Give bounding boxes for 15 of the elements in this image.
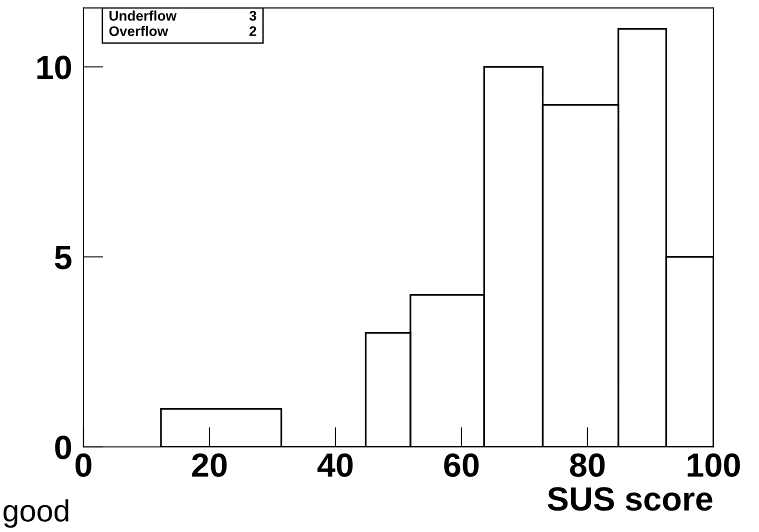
- annotation: 2: [249, 26, 256, 36]
- x-tick-label: 0: [76, 453, 92, 477]
- x-tick-label: 20: [192, 453, 227, 477]
- x-tick-label: 80: [570, 453, 605, 477]
- x-tick-label: 60: [444, 453, 479, 477]
- y-tick-label: 5: [54, 246, 72, 270]
- x-tick-label: 40: [317, 453, 353, 477]
- annotation: Underflow: [110, 10, 177, 21]
- y-tick-label: 10: [37, 56, 72, 80]
- y-tick-label: 0: [55, 436, 72, 460]
- annotation: Overflow: [109, 26, 168, 36]
- x-axis-title: SUS score: [548, 487, 712, 511]
- annotation: 3: [249, 10, 256, 21]
- text: good: [4, 499, 68, 528]
- x-tick-label: 100: [688, 453, 740, 477]
